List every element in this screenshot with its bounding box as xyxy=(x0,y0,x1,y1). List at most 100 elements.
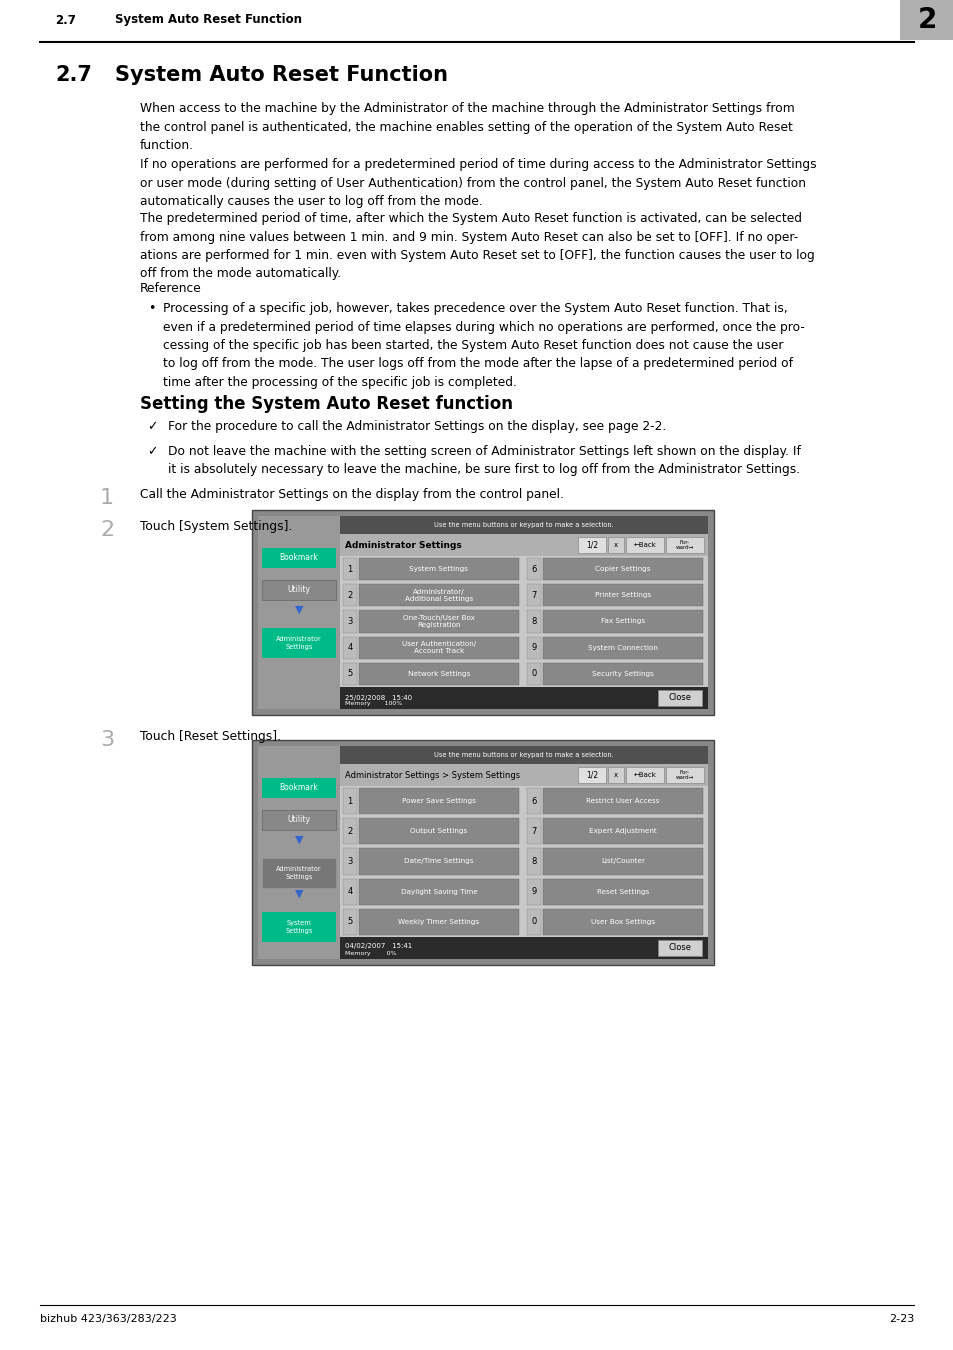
Text: System Settings: System Settings xyxy=(409,566,468,572)
Bar xyxy=(526,909,540,936)
Bar xyxy=(526,818,540,844)
Bar xyxy=(339,535,707,556)
Bar xyxy=(257,516,707,709)
Text: User Authentication/
Account Track: User Authentication/ Account Track xyxy=(401,641,476,655)
Bar xyxy=(262,548,335,568)
Text: ▼: ▼ xyxy=(294,836,303,845)
Text: 3: 3 xyxy=(100,730,114,751)
Text: •: • xyxy=(148,302,155,315)
Text: ←Back: ←Back xyxy=(633,541,656,548)
Bar xyxy=(526,848,540,875)
Text: 1: 1 xyxy=(347,796,353,806)
Bar xyxy=(358,879,518,904)
Text: x: x xyxy=(614,541,618,548)
Bar xyxy=(343,909,356,936)
Bar xyxy=(542,909,702,936)
Text: Output Settings: Output Settings xyxy=(410,829,467,834)
Text: Use the menu buttons or keypad to make a selection.: Use the menu buttons or keypad to make a… xyxy=(434,752,613,757)
Bar xyxy=(542,663,702,684)
Text: 7: 7 xyxy=(531,826,537,836)
Text: 3: 3 xyxy=(347,857,353,865)
Text: x: x xyxy=(614,772,618,778)
Text: 2: 2 xyxy=(347,826,353,836)
Bar xyxy=(578,767,605,783)
Bar xyxy=(542,585,702,606)
Text: bizhub 423/363/283/223: bizhub 423/363/283/223 xyxy=(40,1314,176,1324)
Text: Use the menu buttons or keypad to make a selection.: Use the menu buttons or keypad to make a… xyxy=(434,522,613,528)
Text: Bookmark: Bookmark xyxy=(279,554,318,563)
Bar xyxy=(252,740,713,965)
Text: 2: 2 xyxy=(100,520,114,540)
Text: Power Save Settings: Power Save Settings xyxy=(401,798,476,805)
Text: Close: Close xyxy=(668,944,691,953)
Bar xyxy=(257,747,707,958)
Bar xyxy=(339,687,707,709)
Text: Bookmark: Bookmark xyxy=(279,783,318,792)
Bar xyxy=(526,558,540,580)
Text: 5: 5 xyxy=(347,670,353,679)
Bar xyxy=(262,859,335,888)
Text: For the procedure to call the Administrator Settings on the display, see page 2-: For the procedure to call the Administra… xyxy=(168,420,665,433)
Bar xyxy=(343,558,356,580)
Text: Touch [Reset Settings].: Touch [Reset Settings]. xyxy=(140,730,281,742)
Bar xyxy=(542,848,702,875)
Text: 5: 5 xyxy=(347,918,353,926)
Text: Printer Settings: Printer Settings xyxy=(595,593,650,598)
Text: 6: 6 xyxy=(531,564,537,574)
Bar xyxy=(665,767,703,783)
Text: Processing of a specific job, however, takes precedence over the System Auto Res: Processing of a specific job, however, t… xyxy=(163,302,804,389)
Bar xyxy=(262,628,335,657)
Text: 2.7: 2.7 xyxy=(55,65,91,85)
Text: 6: 6 xyxy=(531,796,537,806)
Text: 9: 9 xyxy=(531,643,536,652)
Bar xyxy=(665,537,703,554)
Text: Administrator/
Additional Settings: Administrator/ Additional Settings xyxy=(404,589,473,602)
Bar xyxy=(339,764,707,786)
Bar xyxy=(257,516,339,709)
Text: 2: 2 xyxy=(347,591,353,599)
Text: Memory        0%: Memory 0% xyxy=(345,952,396,957)
Text: Fax Settings: Fax Settings xyxy=(600,618,644,625)
Text: Network Settings: Network Settings xyxy=(407,671,470,676)
Text: Administrator
Settings: Administrator Settings xyxy=(276,636,321,649)
Text: Utility: Utility xyxy=(287,815,310,825)
Bar xyxy=(339,516,707,535)
Text: Reference: Reference xyxy=(140,282,201,296)
Bar xyxy=(526,663,540,684)
Text: User Box Settings: User Box Settings xyxy=(590,919,655,925)
Text: ←Back: ←Back xyxy=(633,772,656,778)
Text: If no operations are performed for a predetermined period of time during access : If no operations are performed for a pre… xyxy=(140,158,816,208)
Bar xyxy=(257,747,339,958)
Text: 3: 3 xyxy=(347,617,353,626)
Text: Copier Settings: Copier Settings xyxy=(595,566,650,572)
Bar xyxy=(658,690,701,706)
Text: Expert Adjustment: Expert Adjustment xyxy=(589,829,657,834)
Text: 1: 1 xyxy=(347,564,353,574)
Bar xyxy=(343,585,356,606)
Bar xyxy=(262,810,335,830)
Bar xyxy=(607,767,623,783)
Text: Utility: Utility xyxy=(287,586,310,594)
Text: Administrator
Settings: Administrator Settings xyxy=(276,867,321,880)
Bar xyxy=(343,637,356,659)
Text: Setting the System Auto Reset function: Setting the System Auto Reset function xyxy=(140,396,513,413)
Text: List/Counter: List/Counter xyxy=(600,859,644,864)
Bar xyxy=(343,879,356,904)
Bar xyxy=(358,637,518,659)
Text: Restrict User Access: Restrict User Access xyxy=(586,798,659,805)
Bar xyxy=(358,788,518,814)
Bar xyxy=(526,879,540,904)
Bar xyxy=(262,580,335,599)
Bar xyxy=(542,610,702,633)
Bar xyxy=(542,879,702,904)
Text: Daylight Saving Time: Daylight Saving Time xyxy=(400,888,476,895)
Bar xyxy=(343,848,356,875)
Text: ✓: ✓ xyxy=(147,420,157,433)
Bar xyxy=(252,510,713,716)
Text: Memory       100%: Memory 100% xyxy=(345,702,402,706)
Bar xyxy=(899,0,953,40)
Text: System Auto Reset Function: System Auto Reset Function xyxy=(115,14,302,27)
Bar xyxy=(358,585,518,606)
Bar xyxy=(542,637,702,659)
Bar xyxy=(526,637,540,659)
